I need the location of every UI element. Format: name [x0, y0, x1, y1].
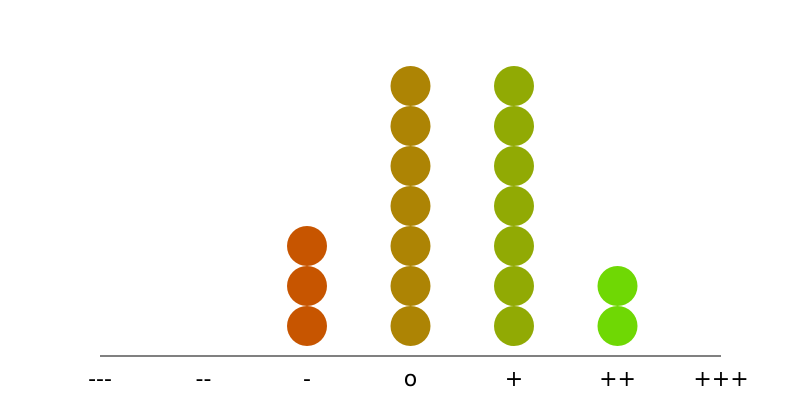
dot-marker — [390, 266, 431, 306]
dot-marker — [287, 306, 327, 346]
dot-marker — [390, 146, 431, 186]
dot-marker — [287, 226, 327, 266]
dot-marker — [390, 306, 431, 346]
dot-marker — [390, 226, 431, 266]
tick-label: + — [505, 367, 523, 392]
dots-layer — [287, 66, 638, 346]
dot-marker — [597, 306, 638, 346]
dot-marker — [494, 146, 534, 186]
tick-label: -- — [196, 367, 212, 392]
tick-label: - — [303, 367, 311, 392]
tick-labels: --- -- - o + ++ +++ — [88, 367, 749, 392]
dot-marker — [287, 266, 327, 306]
dot-marker — [494, 66, 534, 106]
dot-marker — [494, 106, 534, 146]
tick-label: --- — [88, 367, 112, 392]
dot-marker — [390, 106, 431, 146]
tick-label: +++ — [693, 367, 748, 392]
dot-marker — [597, 266, 638, 306]
dot-marker — [494, 226, 534, 266]
dot-marker — [390, 66, 431, 106]
dot-marker — [494, 186, 534, 226]
dot-marker — [390, 186, 431, 226]
tick-label: o — [404, 367, 417, 392]
tick-label: ++ — [599, 367, 636, 392]
dot-marker — [494, 306, 534, 346]
dot-marker — [494, 266, 534, 306]
